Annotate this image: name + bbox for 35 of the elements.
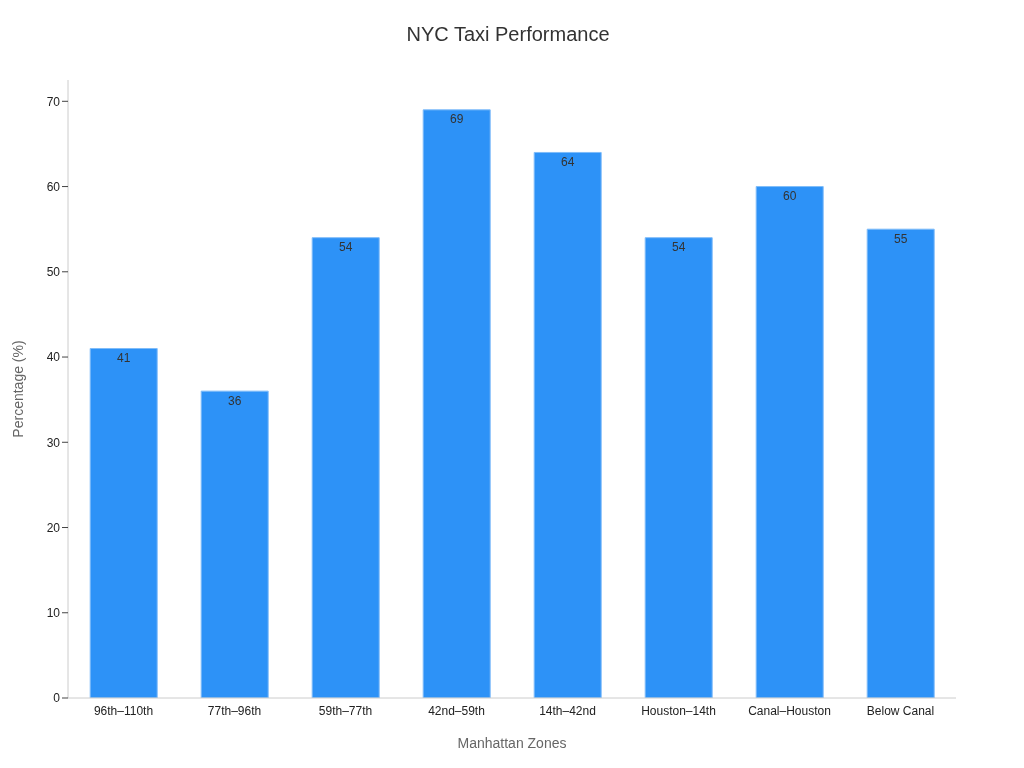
x-tick-label: 77th–96th	[207, 703, 262, 718]
data-label: 54	[339, 240, 353, 255]
x-tick-label: 59th–77th	[318, 703, 373, 718]
y-tick-label: 20	[46, 520, 61, 535]
data-label: 60	[783, 189, 797, 204]
y-tick-label: 0	[53, 691, 61, 706]
x-axis-title: Manhattan Zones	[457, 735, 567, 751]
y-tick-label: 70	[46, 94, 61, 109]
x-tick-label: Houston–14th	[641, 703, 716, 718]
bar	[866, 228, 935, 698]
bar	[422, 109, 491, 698]
chart-title: NYC Taxi Performance	[405, 22, 611, 47]
y-tick-label: 10	[46, 606, 61, 621]
data-label: 69	[450, 112, 464, 127]
data-label: 36	[228, 393, 242, 408]
bar	[311, 237, 380, 698]
x-tick-label: 96th–110th	[93, 703, 154, 718]
y-tick-label: 30	[46, 435, 61, 450]
x-tick-label: 14th–42nd	[539, 703, 596, 718]
bar	[533, 151, 602, 698]
bar	[644, 237, 713, 698]
data-label: 64	[561, 154, 575, 169]
data-label: 54	[672, 240, 686, 255]
x-tick-label: Below Canal	[866, 703, 935, 718]
bar	[89, 348, 158, 698]
y-tick-label: 50	[46, 265, 61, 280]
y-tick-label: 40	[46, 350, 61, 365]
x-tick-label: Canal–Houston	[748, 703, 831, 718]
y-tick-label: 60	[46, 179, 61, 194]
bar	[755, 186, 824, 698]
bar	[200, 390, 269, 698]
data-label: 41	[117, 351, 131, 366]
data-label: 55	[894, 231, 908, 246]
y-axis-title: Percentage (%)	[9, 340, 26, 438]
x-tick-label: 42nd–59th	[428, 703, 485, 718]
